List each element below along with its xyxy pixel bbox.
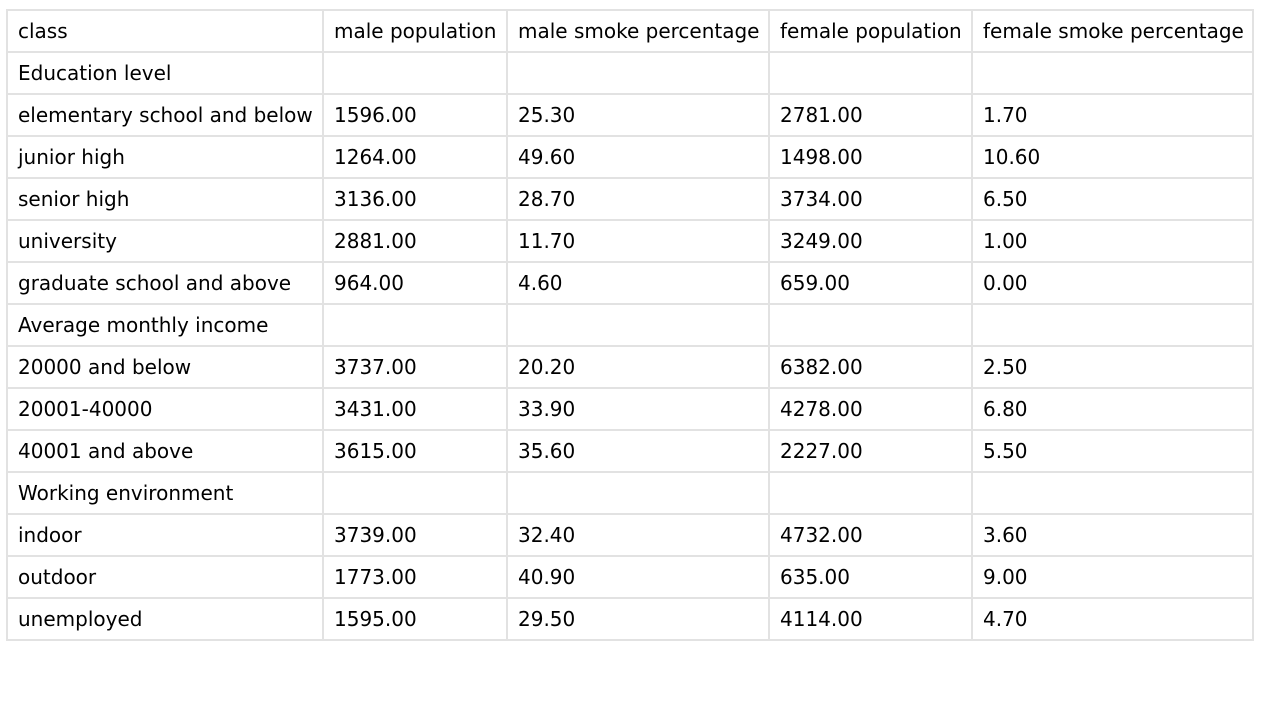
table-row: senior high 3136.00 28.70 3734.00 6.50: [6, 177, 1254, 221]
table-cell: 3734.00: [768, 177, 973, 221]
row-label-cell: senior high: [6, 177, 324, 221]
column-header: class: [6, 9, 324, 53]
row-label-cell: university: [6, 219, 324, 263]
table-cell: [768, 303, 973, 347]
column-header: male population: [322, 9, 508, 53]
table-cell: 29.50: [506, 597, 770, 641]
column-header: female smoke percentage: [971, 9, 1254, 53]
table-cell: 1773.00: [322, 555, 508, 599]
table-cell: [506, 51, 770, 95]
table-row: unemployed 1595.00 29.50 4114.00 4.70: [6, 597, 1254, 641]
table-header-row: class male population male smoke percentag…: [6, 9, 1254, 53]
table-cell: 3.60: [971, 513, 1254, 557]
table-cell: 1.00: [971, 219, 1254, 263]
table-cell: 1498.00: [768, 135, 973, 179]
table-cell: 635.00: [768, 555, 973, 599]
table-row: 20000 and below 3737.00 20.20 6382.00 2.50: [6, 345, 1254, 389]
table-cell: 1595.00: [322, 597, 508, 641]
table-cell: 4.60: [506, 261, 770, 305]
table-row: elementary school and below 1596.00 25.30 2…: [6, 93, 1254, 137]
table-cell: 35.60: [506, 429, 770, 473]
table-cell: 3737.00: [322, 345, 508, 389]
table-cell: 964.00: [322, 261, 508, 305]
section-label-cell: Average monthly income: [6, 303, 324, 347]
row-label-cell: graduate school and above: [6, 261, 324, 305]
data-table-container: class male population male smoke percentag…: [6, 9, 1254, 641]
table-cell: 6382.00: [768, 345, 973, 389]
table-cell: [971, 51, 1254, 95]
section-header-row: Education level: [6, 51, 1254, 95]
table-body: class male population male smoke percentag…: [6, 9, 1254, 641]
table-row: indoor 3739.00 32.40 4732.00 3.60: [6, 513, 1254, 557]
table-cell: 4732.00: [768, 513, 973, 557]
table-cell: 1596.00: [322, 93, 508, 137]
table-cell: 4278.00: [768, 387, 973, 431]
table-cell: 33.90: [506, 387, 770, 431]
row-label-cell: 20001-40000: [6, 387, 324, 431]
table-cell: 6.50: [971, 177, 1254, 221]
row-label-cell: 40001 and above: [6, 429, 324, 473]
table-cell: 49.60: [506, 135, 770, 179]
table-row: 20001-40000 3431.00 33.90 4278.00 6.80: [6, 387, 1254, 431]
row-label-cell: outdoor: [6, 555, 324, 599]
column-header: male smoke percentage: [506, 9, 770, 53]
section-label-cell: Working environment: [6, 471, 324, 515]
table-row: 40001 and above 3615.00 35.60 2227.00 5.50: [6, 429, 1254, 473]
table-cell: 3136.00: [322, 177, 508, 221]
table-cell: 10.60: [971, 135, 1254, 179]
table-cell: 11.70: [506, 219, 770, 263]
table-row: outdoor 1773.00 40.90 635.00 9.00: [6, 555, 1254, 599]
table-cell: 9.00: [971, 555, 1254, 599]
table-cell: [768, 51, 973, 95]
table-cell: 6.80: [971, 387, 1254, 431]
table-cell: [506, 303, 770, 347]
table-cell: 28.70: [506, 177, 770, 221]
table-cell: 659.00: [768, 261, 973, 305]
row-label-cell: junior high: [6, 135, 324, 179]
smoking-statistics-table: class male population male smoke percentag…: [6, 9, 1254, 641]
table-row: graduate school and above 964.00 4.60 659.0…: [6, 261, 1254, 305]
table-cell: 2.50: [971, 345, 1254, 389]
table-cell: 5.50: [971, 429, 1254, 473]
section-header-row: Average monthly income: [6, 303, 1254, 347]
row-label-cell: unemployed: [6, 597, 324, 641]
table-cell: 2227.00: [768, 429, 973, 473]
section-label-cell: Education level: [6, 51, 324, 95]
table-cell: 3739.00: [322, 513, 508, 557]
table-cell: [506, 471, 770, 515]
table-cell: 4.70: [971, 597, 1254, 641]
table-cell: 40.90: [506, 555, 770, 599]
table-cell: 1264.00: [322, 135, 508, 179]
table-cell: [768, 471, 973, 515]
table-cell: 32.40: [506, 513, 770, 557]
table-cell: [322, 471, 508, 515]
table-cell: 0.00: [971, 261, 1254, 305]
table-cell: 3615.00: [322, 429, 508, 473]
row-label-cell: 20000 and below: [6, 345, 324, 389]
table-cell: 4114.00: [768, 597, 973, 641]
table-cell: 3249.00: [768, 219, 973, 263]
section-header-row: Working environment: [6, 471, 1254, 515]
table-cell: 20.20: [506, 345, 770, 389]
table-row: university 2881.00 11.70 3249.00 1.00: [6, 219, 1254, 263]
table-cell: [322, 303, 508, 347]
table-row: junior high 1264.00 49.60 1498.00 10.60: [6, 135, 1254, 179]
table-cell: 25.30: [506, 93, 770, 137]
table-cell: 1.70: [971, 93, 1254, 137]
table-cell: 3431.00: [322, 387, 508, 431]
row-label-cell: indoor: [6, 513, 324, 557]
table-cell: 2881.00: [322, 219, 508, 263]
table-cell: [322, 51, 508, 95]
table-cell: 2781.00: [768, 93, 973, 137]
row-label-cell: elementary school and below: [6, 93, 324, 137]
table-cell: [971, 471, 1254, 515]
column-header: female population: [768, 9, 973, 53]
table-cell: [971, 303, 1254, 347]
